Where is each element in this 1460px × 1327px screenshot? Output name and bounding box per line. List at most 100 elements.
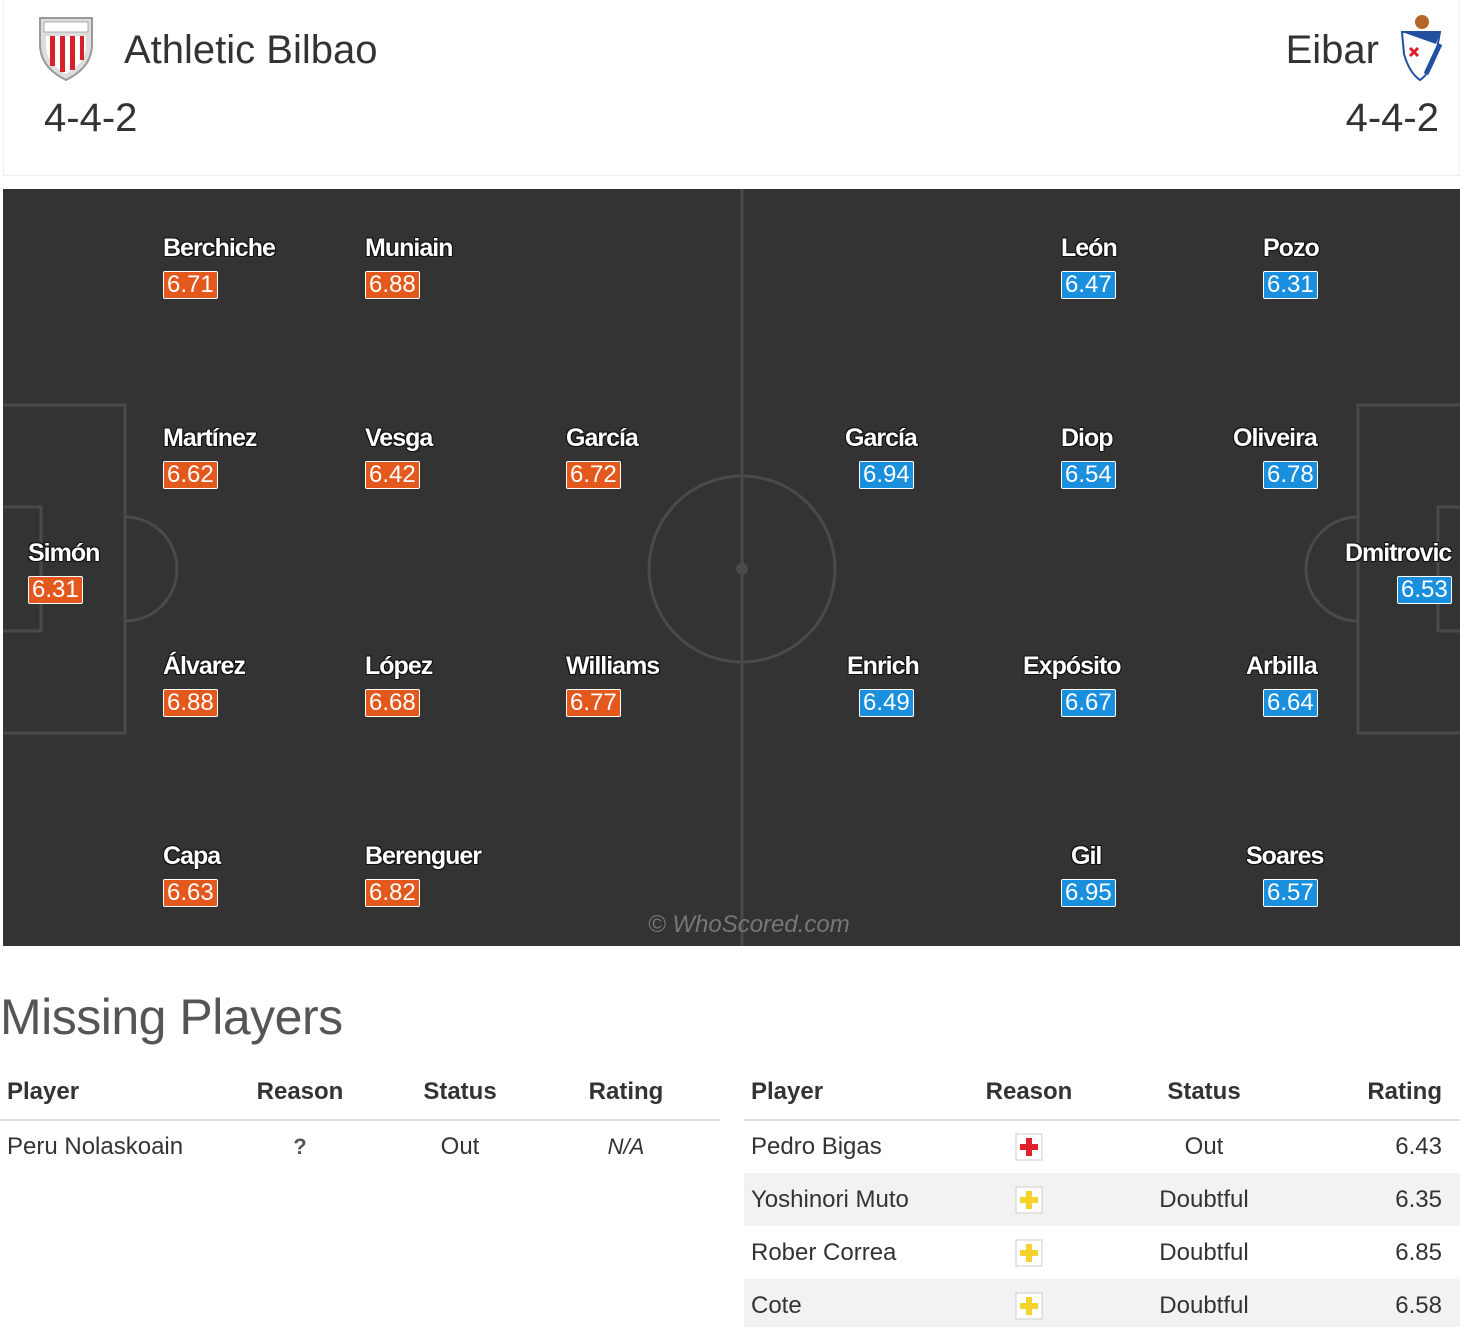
away-player[interactable]: García 6.94 bbox=[845, 424, 918, 489]
column-header-player[interactable]: Player bbox=[0, 1064, 240, 1121]
home-player[interactable]: Berchiche 6.71 bbox=[163, 234, 276, 299]
player-name[interactable]: Capa bbox=[163, 842, 221, 870]
away-player[interactable]: Oliveira 6.78 bbox=[1233, 424, 1318, 489]
away-team-name[interactable]: Eibar bbox=[1285, 28, 1379, 72]
table-row: Cote Doubtful 6.58 bbox=[744, 1279, 1460, 1327]
missing-players-title: Missing Players bbox=[0, 989, 343, 1045]
player-name[interactable]: León bbox=[1061, 234, 1118, 262]
reason-cell bbox=[964, 1226, 1094, 1279]
athletic-bilbao-crest-icon[interactable] bbox=[36, 14, 96, 82]
player-name[interactable]: López bbox=[365, 652, 433, 680]
missing-player-name[interactable]: Yoshinori Muto bbox=[744, 1173, 964, 1226]
column-header-reason[interactable]: Reason bbox=[240, 1064, 360, 1121]
missing-player-name[interactable]: Rober Correa bbox=[751, 1238, 897, 1266]
player-name[interactable]: Muniain bbox=[365, 234, 453, 262]
player-name[interactable]: Williams bbox=[566, 652, 660, 680]
status-text: Doubtful bbox=[1094, 1279, 1314, 1327]
home-player[interactable]: García 6.72 bbox=[566, 424, 639, 489]
away-player[interactable]: Enrich 6.49 bbox=[847, 652, 920, 717]
player-rating: 6.62 bbox=[163, 461, 218, 489]
away-player[interactable]: Pozo 6.31 bbox=[1263, 234, 1320, 299]
player-rating: 6.31 bbox=[28, 576, 83, 604]
player-name[interactable]: García bbox=[845, 424, 918, 452]
player-rating: 6.42 bbox=[365, 461, 420, 489]
player-name[interactable]: Vesga bbox=[365, 424, 433, 452]
player-name[interactable]: Berchiche bbox=[163, 234, 276, 262]
reason-cell bbox=[964, 1120, 1094, 1173]
doubtful-yellow-cross-icon[interactable] bbox=[1015, 1292, 1043, 1320]
player-rating: 6.77 bbox=[566, 689, 621, 717]
home-player[interactable]: Muniain 6.88 bbox=[365, 234, 453, 299]
player-name[interactable]: Soares bbox=[1246, 842, 1324, 870]
eibar-crest-icon[interactable] bbox=[1396, 14, 1444, 82]
home-player[interactable]: López 6.68 bbox=[365, 652, 433, 717]
column-header-rating[interactable]: Rating bbox=[560, 1064, 720, 1121]
home-player[interactable]: Simón 6.31 bbox=[28, 539, 100, 604]
player-rating: 6.82 bbox=[365, 879, 420, 907]
status-text: Out bbox=[440, 1133, 480, 1160]
home-player[interactable]: Álvarez 6.88 bbox=[163, 652, 246, 717]
column-header-reason[interactable]: Reason bbox=[964, 1064, 1094, 1121]
away-player[interactable]: León 6.47 bbox=[1061, 234, 1118, 299]
player-name[interactable]: Berenguer bbox=[365, 842, 482, 870]
away-missing-players-table: Player Reason Status Rating Pedro Bigas … bbox=[744, 1064, 1460, 1327]
player-name[interactable]: Enrich bbox=[847, 652, 920, 680]
missing-player-name[interactable]: Pedro Bigas bbox=[751, 1133, 882, 1160]
whoscored-watermark: © WhoScored.com bbox=[648, 911, 850, 938]
reason-cell bbox=[964, 1173, 1094, 1226]
player-rating: 6.31 bbox=[1263, 271, 1318, 299]
away-formation: 4-4-2 bbox=[1345, 96, 1439, 140]
player-name[interactable]: Diop bbox=[1061, 424, 1114, 452]
table-row: Yoshinori Muto Doubtful 6.35 bbox=[744, 1173, 1460, 1226]
home-player[interactable]: Capa 6.63 bbox=[163, 842, 221, 907]
missing-player-name[interactable]: Cote bbox=[744, 1279, 964, 1327]
player-name[interactable]: Dmitrovic bbox=[1345, 539, 1452, 567]
rating-text: 6.85 bbox=[1395, 1238, 1442, 1266]
player-name[interactable]: Martínez bbox=[163, 424, 257, 452]
injury-red-cross-icon[interactable] bbox=[1015, 1133, 1043, 1161]
player-name[interactable]: Expósito bbox=[1023, 652, 1122, 680]
player-name[interactable]: Pozo bbox=[1263, 234, 1320, 262]
away-player[interactable]: Arbilla 6.64 bbox=[1246, 652, 1318, 717]
away-player[interactable]: Soares 6.57 bbox=[1246, 842, 1324, 907]
player-rating: 6.49 bbox=[859, 689, 914, 717]
status-text: Out bbox=[1184, 1133, 1224, 1160]
doubtful-yellow-cross-icon[interactable] bbox=[1015, 1239, 1043, 1267]
home-player[interactable]: Martínez 6.62 bbox=[163, 424, 257, 489]
question-icon[interactable]: ? bbox=[293, 1134, 307, 1159]
status-text: Doubtful bbox=[1159, 1238, 1249, 1266]
player-name[interactable]: Arbilla bbox=[1246, 652, 1318, 680]
player-name[interactable]: Oliveira bbox=[1233, 424, 1318, 452]
player-rating: 6.47 bbox=[1061, 271, 1116, 299]
home-player[interactable]: Berenguer 6.82 bbox=[365, 842, 482, 907]
pitch-markings bbox=[3, 189, 1460, 946]
away-player[interactable]: Diop 6.54 bbox=[1061, 424, 1116, 489]
home-formation: 4-4-2 bbox=[44, 96, 138, 140]
home-player[interactable]: Williams 6.77 bbox=[566, 652, 660, 717]
column-header-rating[interactable]: Rating bbox=[1314, 1064, 1460, 1121]
doubtful-yellow-cross-icon[interactable] bbox=[1015, 1186, 1043, 1214]
home-player[interactable]: Vesga 6.42 bbox=[365, 424, 433, 489]
column-header-player[interactable]: Player bbox=[744, 1064, 964, 1121]
away-player[interactable]: Dmitrovic 6.53 bbox=[1345, 539, 1452, 604]
player-rating: 6.64 bbox=[1263, 689, 1318, 717]
player-rating: 6.94 bbox=[859, 461, 914, 489]
rating-text: 6.58 bbox=[1314, 1279, 1460, 1327]
home-team-name[interactable]: Athletic Bilbao bbox=[124, 28, 378, 72]
reason-cell bbox=[964, 1279, 1094, 1327]
column-header-status[interactable]: Status bbox=[360, 1064, 560, 1121]
column-header-status[interactable]: Status bbox=[1094, 1064, 1314, 1121]
table-row: Pedro Bigas Out 6.43 bbox=[744, 1120, 1460, 1173]
missing-player-name[interactable]: Peru Nolaskoain bbox=[7, 1133, 184, 1160]
player-rating: 6.68 bbox=[365, 689, 420, 717]
away-player[interactable]: Gil 6.95 bbox=[1061, 842, 1116, 907]
player-name[interactable]: Gil bbox=[1071, 842, 1102, 870]
status-text: Doubtful bbox=[1094, 1173, 1314, 1226]
player-rating: 6.53 bbox=[1397, 576, 1452, 604]
player-name[interactable]: Álvarez bbox=[163, 652, 246, 680]
player-name[interactable]: García bbox=[566, 424, 639, 452]
player-rating: 6.88 bbox=[365, 271, 420, 299]
home-missing-players-table: Player Reason Status Rating Peru Nolasko… bbox=[0, 1064, 720, 1173]
player-name[interactable]: Simón bbox=[28, 539, 100, 567]
away-player[interactable]: Expósito 6.67 bbox=[1023, 652, 1122, 717]
